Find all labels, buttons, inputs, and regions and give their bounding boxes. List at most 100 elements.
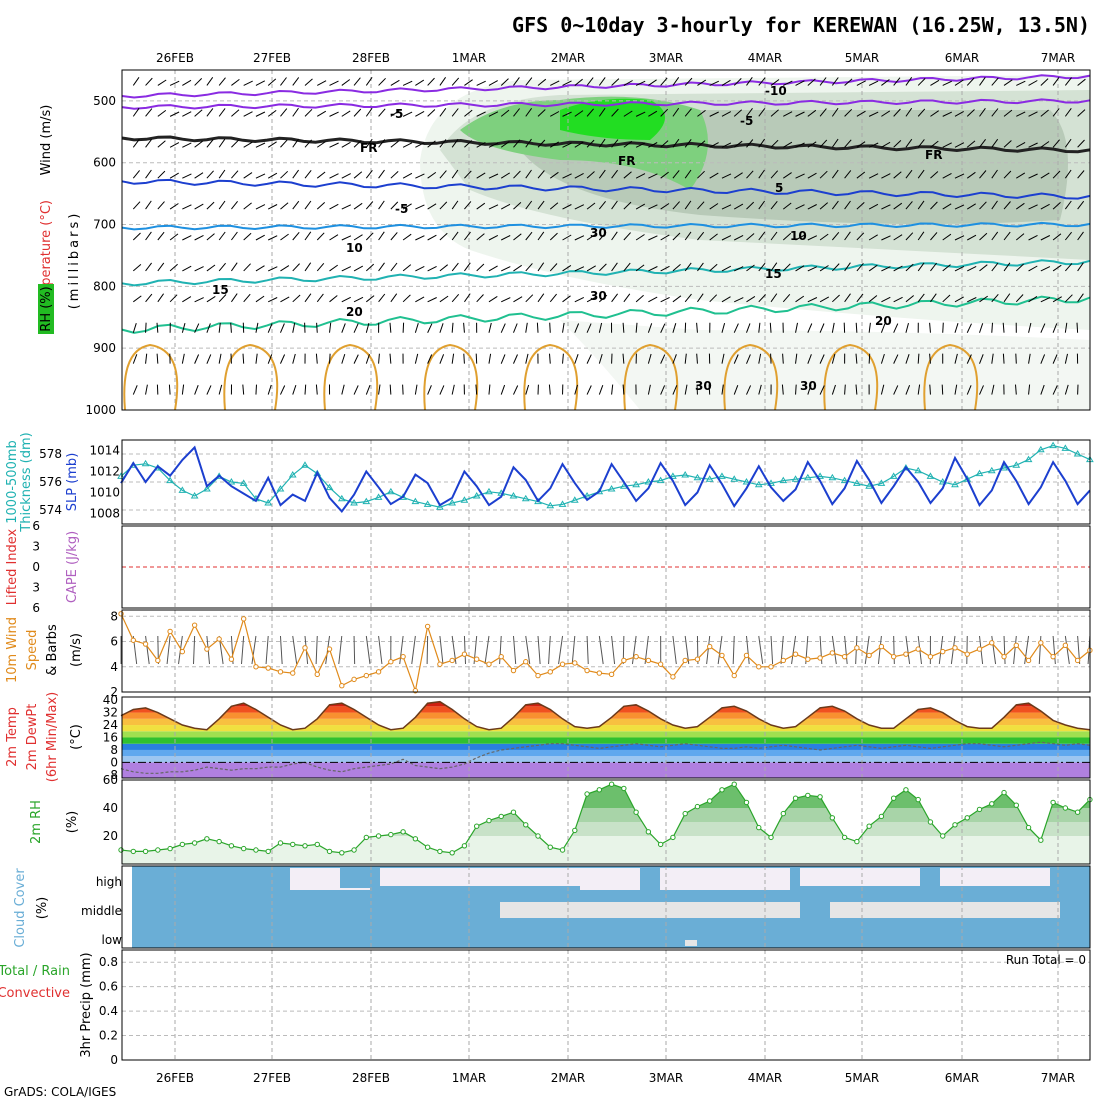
series-marker: [559, 847, 566, 853]
wind-barb: [415, 296, 425, 303]
wind-barb: [476, 141, 486, 148]
wind-barb: [967, 297, 977, 303]
wind-barb: [672, 201, 680, 210]
wind-barb: [280, 323, 285, 333]
wind-barb: [1040, 297, 1051, 303]
contour-label: 20: [346, 305, 363, 319]
wind-barb: [648, 142, 658, 148]
series-marker: [240, 845, 247, 852]
wind-barb: [243, 232, 252, 241]
series-marker: [1062, 805, 1069, 811]
wind-barb: [648, 296, 658, 303]
wind-barb: [979, 232, 988, 241]
series-marker: [1012, 461, 1021, 468]
wind-barb: [218, 294, 227, 303]
series-marker: [951, 480, 959, 488]
cloud-gap: [380, 868, 580, 886]
wind-barb: [733, 203, 744, 210]
wind-barb: [1003, 201, 1011, 210]
wind-barb: [696, 353, 698, 364]
wind-barb: [709, 111, 719, 117]
slp-tick: 1014: [89, 444, 120, 458]
wind-barb: [807, 109, 817, 117]
wind-barb: [353, 354, 359, 364]
wind-barb: [390, 201, 399, 210]
wind-barb: [267, 266, 278, 272]
lowlevel-contour: [823, 343, 879, 411]
wind-barb: [991, 169, 998, 179]
wind-barb: [1028, 295, 1038, 303]
wind-barb: [1002, 322, 1005, 333]
wind-barb: [353, 140, 362, 148]
temp-band: [122, 731, 1090, 738]
wind-barb: [868, 203, 879, 210]
temp-band: [122, 756, 1090, 763]
wind-barb: [586, 108, 594, 117]
series-marker: [265, 848, 271, 855]
wind-barb: [242, 384, 245, 395]
wind-barb: [156, 353, 159, 364]
wind-barb: [365, 322, 370, 333]
wind-barb: [881, 235, 891, 241]
lowlevel-contour: [723, 343, 779, 411]
wind10m-barb: [1064, 635, 1070, 665]
cloud-gap: [800, 868, 920, 886]
wind-barb: [905, 232, 914, 241]
lowlevel-contour: [923, 343, 979, 411]
temp-band: [122, 749, 1090, 757]
series-marker: [742, 478, 751, 485]
wind-barb: [292, 169, 300, 179]
series-marker: [374, 493, 383, 500]
wind-barb: [881, 141, 891, 148]
series-marker: [314, 841, 320, 848]
wind-barb: [856, 262, 864, 272]
wind10m-barb: [166, 635, 171, 665]
wind-barb: [893, 140, 902, 148]
wind-barb: [1064, 263, 1073, 272]
series-marker: [118, 611, 124, 617]
wind-barb: [304, 169, 312, 179]
series-marker: [878, 813, 885, 820]
cape-axis-label: CAPE (J/kg): [65, 531, 80, 603]
wind-barb: [979, 264, 988, 272]
wind-barb: [622, 384, 625, 395]
wind-barb: [880, 353, 885, 364]
wind-barb: [697, 140, 706, 148]
wind-barb: [439, 201, 448, 210]
series-marker: [546, 501, 555, 509]
wind-barb: [365, 385, 371, 395]
series-marker: [840, 476, 849, 484]
wind10m-barb: [706, 635, 711, 665]
wind-barb: [622, 322, 625, 333]
series-marker: [816, 472, 824, 479]
series-marker: [498, 653, 504, 660]
wind-barb: [672, 264, 681, 272]
lowlevel-contour: [123, 343, 179, 411]
series-marker: [547, 669, 553, 675]
wind-barb: [635, 234, 645, 241]
wind-barb: [390, 262, 398, 272]
wind-barb: [991, 200, 998, 210]
wind-barb: [819, 323, 825, 333]
wind-barb: [488, 265, 498, 272]
series-marker: [253, 847, 259, 853]
wind-barb: [635, 203, 646, 210]
isotherm-5: [121, 178, 1091, 200]
wind-barb: [758, 200, 766, 210]
contour-label: 15: [765, 267, 782, 281]
series-marker: [854, 645, 860, 651]
wind-barb: [954, 265, 965, 272]
wind-barb: [929, 353, 931, 364]
wind-barb: [402, 294, 411, 303]
series-marker: [927, 653, 934, 660]
series-marker: [987, 466, 996, 474]
li-tick: 6: [32, 519, 40, 533]
contour-label: 5: [775, 181, 783, 195]
wind-barb: [770, 293, 778, 303]
wind-barb: [635, 142, 646, 148]
series-marker: [852, 479, 861, 486]
wind-barb: [550, 80, 560, 86]
wind-barb: [156, 322, 159, 333]
series-marker: [1061, 444, 1070, 451]
wind-barb: [708, 384, 711, 395]
